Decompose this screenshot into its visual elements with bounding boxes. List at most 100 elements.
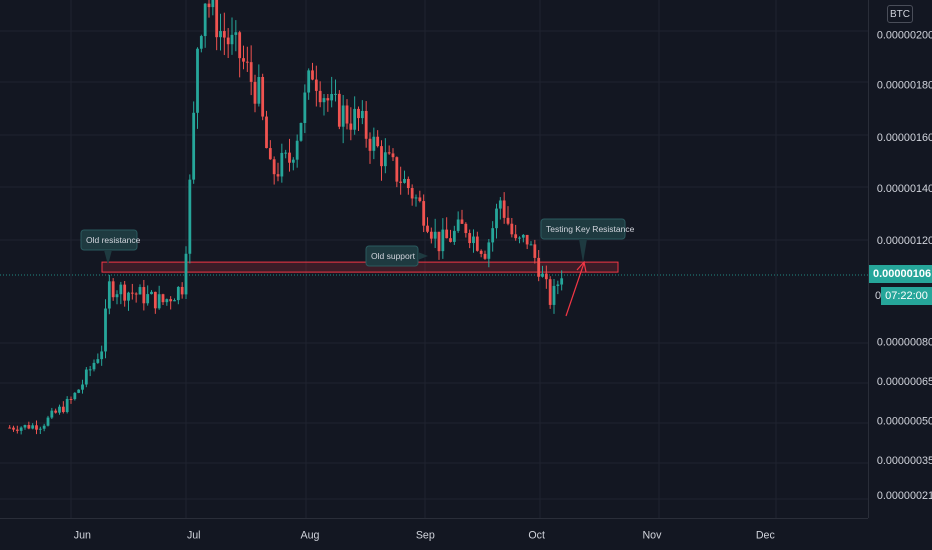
- candle-body: [272, 159, 276, 175]
- y-tick-label: 0.00000160: [877, 132, 932, 144]
- candle-body: [529, 244, 533, 246]
- candle-body: [123, 284, 127, 301]
- candle-body: [318, 90, 322, 103]
- candle-body: [84, 369, 88, 385]
- y-tick-label: 0.00000080: [877, 337, 932, 349]
- candle-body: [357, 108, 360, 119]
- candle-body: [403, 178, 406, 183]
- candle-body: [211, 0, 215, 8]
- candle-body: [130, 292, 134, 294]
- candle-body: [506, 217, 510, 224]
- candle-body: [138, 287, 142, 295]
- candle-body: [23, 425, 27, 428]
- chart-area[interactable]: Old resistance Old support Testing Key Res…: [0, 0, 868, 518]
- candle-body: [81, 384, 84, 390]
- candle-body: [157, 294, 161, 309]
- candle-body: [173, 300, 176, 302]
- annotation-callout[interactable]: Old support: [365, 245, 428, 267]
- x-tick-label: Oct: [528, 529, 545, 541]
- annotation-pointer: [104, 250, 112, 265]
- candle-body: [42, 425, 46, 429]
- x-tick-label: Dec: [756, 529, 776, 541]
- candle-body: [399, 181, 403, 183]
- candle-body: [142, 287, 146, 304]
- price-scale-partial-label: 0: [875, 290, 882, 302]
- candle-body: [518, 237, 521, 239]
- candle-body: [479, 250, 483, 254]
- x-tick-label: Nov: [642, 529, 662, 541]
- candle-body: [364, 110, 368, 139]
- candle-body: [449, 238, 452, 242]
- candle-body: [134, 293, 138, 295]
- candle-body: [495, 208, 498, 229]
- annotation-text: Old resistance: [86, 235, 141, 245]
- candle-body: [169, 299, 173, 302]
- candle-body: [265, 116, 268, 149]
- candle-body: [387, 152, 391, 154]
- candle-body: [395, 157, 399, 182]
- candle-body: [360, 110, 364, 119]
- candle-body: [196, 48, 199, 113]
- candle-body: [552, 285, 556, 305]
- candle-body: [380, 146, 383, 167]
- candle-body: [372, 136, 376, 151]
- candle-body: [257, 77, 261, 104]
- candle-body: [249, 62, 253, 82]
- candle-body: [73, 392, 77, 400]
- candle-body: [383, 152, 387, 167]
- candle-body: [433, 231, 437, 239]
- candle-body: [146, 294, 150, 304]
- candle-body: [50, 410, 54, 418]
- candle-body: [468, 233, 472, 244]
- annotation-callout[interactable]: Testing Key Resistance: [540, 218, 635, 263]
- candle-body: [12, 427, 15, 430]
- last-price-badge: 0.00000106: [869, 265, 932, 283]
- candle-body: [111, 281, 115, 298]
- candle-body: [261, 77, 265, 117]
- candle-body: [153, 291, 157, 309]
- candle-body: [96, 359, 100, 363]
- candle-body: [498, 200, 502, 209]
- candle-body: [330, 94, 334, 101]
- candle-body: [19, 427, 23, 431]
- candle-body: [288, 152, 291, 163]
- candle-body: [161, 294, 165, 303]
- candle-body: [115, 294, 119, 298]
- candle-body: [514, 234, 518, 239]
- arrow-head: [576, 260, 587, 273]
- arrow-line: [565, 262, 585, 317]
- candle-body: [437, 231, 441, 252]
- y-tick-label: 0.00000120: [877, 235, 932, 247]
- candle-body: [525, 234, 529, 245]
- candle-body: [337, 93, 341, 127]
- candle-body: [245, 61, 249, 63]
- candle-body: [410, 188, 414, 199]
- candle-body: [472, 236, 475, 244]
- candle-body: [548, 279, 552, 305]
- candle-body: [230, 34, 234, 45]
- candle-body: [165, 299, 169, 303]
- candle-body: [487, 242, 491, 259]
- candle-body: [222, 31, 226, 38]
- price-scale[interactable]: 0.00000200 0.00000180 0.00000160 0.00000140…: [868, 0, 932, 518]
- candle-body: [307, 70, 311, 93]
- y-tick-label: 0.00000200: [877, 30, 932, 42]
- annotation-callout[interactable]: Old resistance: [80, 229, 141, 265]
- candle-body: [199, 36, 203, 49]
- time-scale[interactable]: Jun Jul Aug Sep Oct Nov Dec: [0, 518, 868, 550]
- candle-body: [188, 179, 192, 254]
- x-tick-label: Jun: [74, 529, 91, 541]
- candle-body: [150, 291, 153, 295]
- candle-body: [27, 425, 31, 429]
- candle-body: [176, 286, 180, 301]
- x-tick-label: Sep: [416, 529, 435, 541]
- candle-body: [234, 32, 238, 35]
- candle-body: [426, 225, 429, 232]
- candle-body: [303, 92, 307, 123]
- candle-body: [341, 105, 345, 127]
- candle-body: [368, 138, 372, 151]
- candle-body: [311, 70, 314, 80]
- currency-badge[interactable]: BTC: [887, 5, 913, 23]
- candle-body: [192, 112, 196, 180]
- candle-body: [291, 159, 295, 163]
